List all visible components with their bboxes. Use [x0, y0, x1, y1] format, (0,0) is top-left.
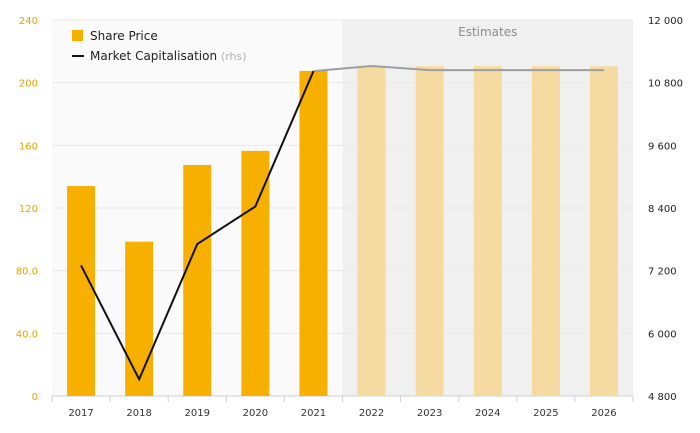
x-tick-label: 2017 — [68, 408, 93, 419]
x-tick-label: 2025 — [533, 408, 558, 419]
x-tick-label: 2022 — [359, 408, 384, 419]
right-tick-label: 9 600 — [648, 141, 677, 152]
right-tick-label: 8 400 — [648, 204, 677, 215]
legend-label-market-cap-suffix: (rhs) — [221, 50, 247, 63]
bars — [67, 66, 618, 397]
left-tick-label: 240 — [19, 16, 38, 27]
bar-2025 — [531, 66, 560, 396]
legend-label-share-price: Share Price — [90, 29, 158, 43]
x-tick-label: 2020 — [243, 408, 268, 419]
right-tick-label: 10 800 — [648, 79, 683, 90]
legend: Share Price Market Capitalisation (rhs) — [72, 29, 247, 63]
bar-2023 — [415, 66, 444, 396]
x-tick-label: 2026 — [591, 408, 616, 419]
bar-2019 — [183, 164, 212, 396]
x-tick-label: 2023 — [417, 408, 442, 419]
right-tick-label: 7 200 — [648, 267, 677, 278]
bar-2018 — [125, 241, 154, 396]
market-cap-line — [80, 64, 604, 382]
x-tick-label: 2021 — [301, 408, 326, 419]
left-tick-label: 40.0 — [16, 329, 38, 340]
right-tick-label: 6 000 — [648, 329, 677, 340]
right-tick-label: 12 000 — [648, 16, 683, 27]
left-tick-label: 0 — [32, 392, 38, 403]
left-tick-label: 80.0 — [16, 267, 38, 278]
bar-2024 — [473, 66, 502, 396]
x-axis: 2017 2018 2019 2020 2021 2022 2023 2024 2025 2026 — [51, 396, 634, 419]
bar-2022 — [357, 66, 386, 396]
bar-2026 — [589, 66, 618, 396]
bar-2021 — [299, 70, 328, 397]
left-tick-label: 200 — [19, 79, 38, 90]
left-tick-label: 160 — [19, 141, 38, 152]
legend-swatch-share-price — [72, 30, 83, 41]
x-tick-label: 2019 — [185, 408, 210, 419]
bar-2020 — [241, 150, 270, 396]
x-tick-label: 2018 — [126, 408, 151, 419]
left-tick-label: 120 — [19, 204, 38, 215]
left-axis: 0 40.0 80.0 120 160 200 240 — [16, 16, 38, 403]
x-tick-label: 2024 — [475, 408, 500, 419]
market-cap-estimate-line — [313, 64, 604, 73]
right-tick-label: 4 800 — [648, 392, 677, 403]
market-cap-actual-line — [80, 70, 315, 382]
right-axis: 4 800 6 000 7 200 8 400 9 600 10 800 12 000 — [648, 16, 683, 403]
bar-2017 — [67, 186, 96, 396]
legend-label-market-cap: Market Capitalisation (rhs) — [90, 49, 247, 63]
estimate-label: Estimates — [458, 25, 517, 39]
legend-label-market-cap-name: Market Capitalisation — [90, 49, 217, 63]
